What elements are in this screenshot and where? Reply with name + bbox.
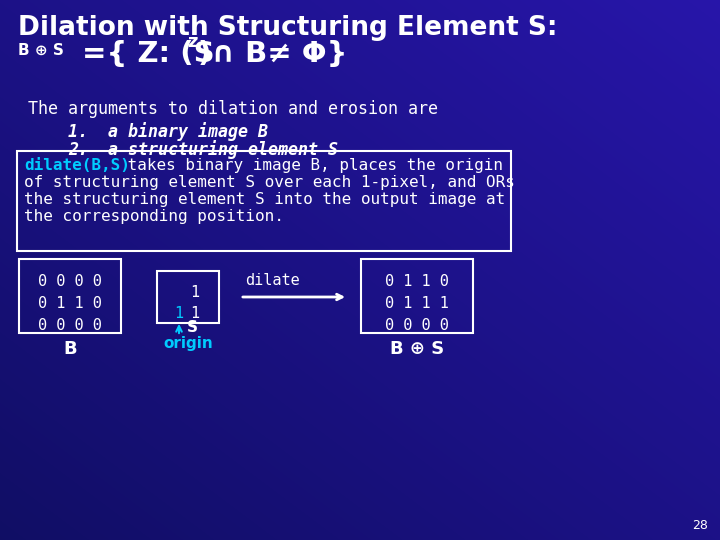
Text: 1: 1 <box>191 306 199 321</box>
Text: 2.  a structuring element S: 2. a structuring element S <box>68 140 338 159</box>
Text: 0 1 1 0: 0 1 1 0 <box>38 296 102 311</box>
Text: B ⊕ S: B ⊕ S <box>390 340 444 358</box>
Text: 0 0 0 0: 0 0 0 0 <box>38 318 102 333</box>
Text: S: S <box>187 320 198 335</box>
Text: takes binary image B, places the origin: takes binary image B, places the origin <box>118 158 503 173</box>
Text: )∩ B≠ Φ}: )∩ B≠ Φ} <box>198 40 347 68</box>
Text: Dilation with Structuring Element S:: Dilation with Structuring Element S: <box>18 15 557 41</box>
Text: 0 1 1 0: 0 1 1 0 <box>385 274 449 289</box>
Text: 0 1 1 1: 0 1 1 1 <box>385 296 449 311</box>
Text: origin: origin <box>163 336 213 351</box>
Text: B: B <box>63 340 77 358</box>
Text: 1: 1 <box>174 306 184 321</box>
Text: ={ Z: (S: ={ Z: (S <box>82 40 215 68</box>
Text: dilate(B,S): dilate(B,S) <box>24 158 130 173</box>
Text: 1: 1 <box>191 285 199 300</box>
Text: 0 0 0 0: 0 0 0 0 <box>38 274 102 289</box>
Text: 28: 28 <box>692 519 708 532</box>
Text: of structuring element S over each 1-pixel, and ORs: of structuring element S over each 1-pix… <box>24 175 515 190</box>
Text: 0 0 0 0: 0 0 0 0 <box>385 318 449 333</box>
Text: 1.  a binary image B: 1. a binary image B <box>68 122 268 141</box>
Text: the corresponding position.: the corresponding position. <box>24 209 284 224</box>
Text: The arguments to dilation and erosion are: The arguments to dilation and erosion ar… <box>28 100 438 118</box>
Text: B ⊕ S: B ⊕ S <box>18 43 64 58</box>
Text: the structuring element S into the output image at: the structuring element S into the outpu… <box>24 192 505 207</box>
Text: dilate: dilate <box>246 273 300 288</box>
Text: z: z <box>187 33 197 51</box>
